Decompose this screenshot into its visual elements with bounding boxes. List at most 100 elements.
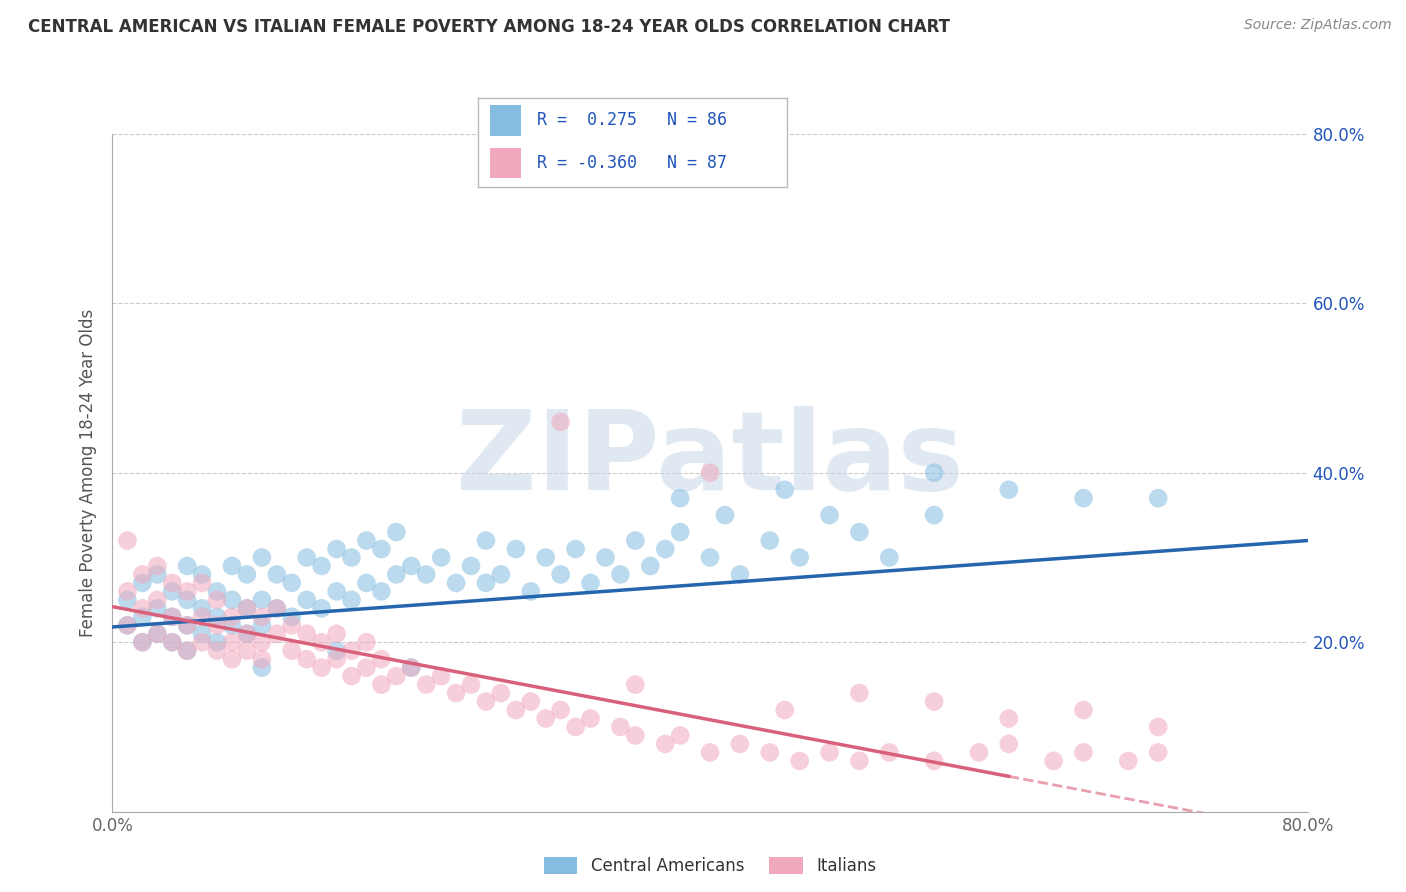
Point (266, 567, 288, 582)
Point (221, 652, 243, 666)
Point (728, 567, 751, 582)
Point (564, 541, 586, 557)
Point (773, 703, 796, 717)
Text: Source: ZipAtlas.com: Source: ZipAtlas.com (1244, 18, 1392, 32)
Point (415, 678, 437, 692)
Point (295, 652, 318, 666)
Point (117, 592, 139, 607)
Point (699, 746, 721, 760)
Point (505, 541, 527, 557)
Point (401, 660, 423, 674)
Point (281, 618, 304, 632)
Point (146, 626, 169, 640)
Point (117, 618, 139, 632)
Point (609, 720, 631, 734)
Point (460, 558, 482, 574)
Point (579, 712, 602, 726)
Point (848, 686, 870, 700)
Point (191, 635, 214, 649)
Point (281, 610, 304, 624)
Point (325, 584, 347, 599)
Point (550, 703, 572, 717)
Point (789, 550, 811, 565)
Point (325, 644, 347, 658)
Point (922, 508, 945, 523)
Text: R = -0.360   N = 87: R = -0.360 N = 87 (537, 154, 727, 172)
Point (325, 652, 347, 666)
Point (117, 618, 139, 632)
Point (967, 746, 990, 760)
Point (1147, 720, 1170, 734)
Point (221, 635, 243, 649)
Text: CENTRAL AMERICAN VS ITALIAN FEMALE POVERTY AMONG 18-24 YEAR OLDS CORRELATION CHA: CENTRAL AMERICAN VS ITALIAN FEMALE POVER… (28, 18, 950, 36)
Point (1073, 746, 1095, 760)
Point (356, 635, 378, 649)
Point (191, 610, 214, 624)
Point (624, 678, 647, 692)
Point (221, 610, 243, 624)
Point (236, 567, 259, 582)
Point (922, 754, 945, 768)
Point (1073, 703, 1095, 717)
Point (281, 644, 304, 658)
Point (311, 558, 333, 574)
Point (131, 635, 153, 649)
Point (430, 550, 453, 565)
Point (818, 508, 841, 523)
Point (266, 626, 288, 640)
Point (444, 686, 467, 700)
Point (250, 618, 273, 632)
Point (340, 592, 363, 607)
Point (205, 592, 228, 607)
Point (475, 576, 498, 591)
Point (176, 584, 198, 599)
Point (415, 567, 437, 582)
Point (1042, 754, 1064, 768)
Point (534, 712, 557, 726)
Point (131, 576, 153, 591)
Point (699, 550, 721, 565)
Point (401, 558, 423, 574)
Point (250, 652, 273, 666)
Point (250, 592, 273, 607)
Point (162, 635, 183, 649)
Point (176, 644, 198, 658)
Point (266, 601, 288, 615)
Point (117, 533, 139, 548)
Point (669, 524, 692, 539)
Point (550, 415, 572, 429)
Point (356, 533, 378, 548)
Point (759, 533, 782, 548)
Text: R =  0.275   N = 86: R = 0.275 N = 86 (537, 112, 727, 129)
Point (356, 576, 378, 591)
Point (146, 558, 169, 574)
Point (789, 754, 811, 768)
Point (162, 576, 183, 591)
Point (728, 737, 751, 751)
Point (385, 524, 408, 539)
Point (340, 644, 363, 658)
Point (340, 669, 363, 683)
Y-axis label: Female Poverty Among 18-24 Year Olds: Female Poverty Among 18-24 Year Olds (79, 309, 97, 637)
Point (401, 660, 423, 674)
Point (638, 558, 662, 574)
Point (669, 728, 692, 742)
Point (370, 678, 392, 692)
Point (250, 550, 273, 565)
Point (922, 466, 945, 480)
Point (699, 466, 721, 480)
Point (221, 558, 243, 574)
Point (877, 746, 901, 760)
Point (818, 746, 841, 760)
Point (579, 576, 602, 591)
Point (370, 541, 392, 557)
Point (534, 550, 557, 565)
Bar (491, 148, 522, 178)
Point (759, 746, 782, 760)
Point (460, 678, 482, 692)
Point (191, 576, 214, 591)
Point (295, 550, 318, 565)
Point (266, 601, 288, 615)
Point (236, 626, 259, 640)
Point (444, 576, 467, 591)
